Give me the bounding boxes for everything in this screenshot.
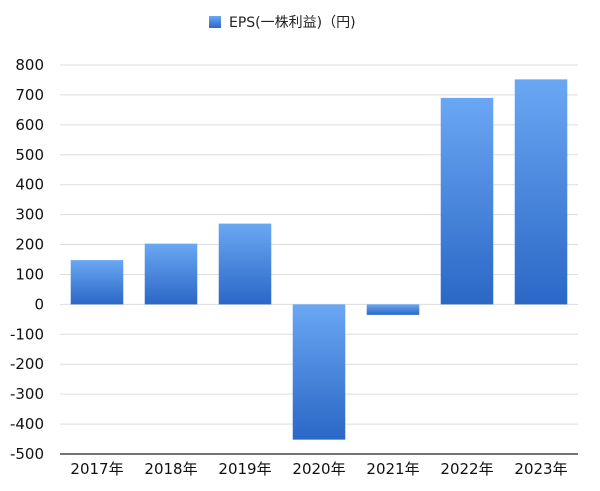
legend-label: EPS(一株利益)（円) [229,15,356,31]
bar-2018年 [144,243,198,305]
y-tick-label: -300 [10,385,44,403]
y-tick-label: 300 [15,206,44,224]
y-tick-label: 700 [15,86,44,104]
y-tick-label: -100 [10,325,44,343]
y-tick-label: 100 [15,265,44,283]
y-tick-label: 200 [15,236,44,254]
y-tick-label: 0 [34,295,44,313]
bar-2019年 [218,223,272,305]
bar-2021年 [366,304,420,315]
y-tick-label: 800 [15,56,44,74]
legend-swatch [209,16,221,28]
y-tick-label: 500 [15,146,44,164]
bar-2023年 [514,79,568,305]
y-tick-label: -200 [10,355,44,373]
legend: EPS(一株利益)（円) [209,15,356,31]
x-tick-label: 2017年 [70,460,123,478]
bar-2022年 [440,97,494,305]
x-tick-label: 2019年 [218,460,271,478]
x-tick-label: 2020年 [292,460,345,478]
x-tick-label: 2018年 [144,460,197,478]
y-tick-label: 600 [15,116,44,134]
y-tick-label: -500 [10,445,44,463]
x-tick-label: 2023年 [514,460,567,478]
bar-2020年 [292,304,346,440]
x-tick-label: 2022年 [440,460,493,478]
x-tick-label: 2021年 [366,460,419,478]
x-axis-ticks: 2017年 2018年 2019年 2020年 2021年 2022年 2023年 [70,460,567,478]
y-axis-ticks: 800 700 600 500 400 300 200 100 0 -100 -200 -300 -40… [10,56,44,463]
bar-2017年 [70,260,124,305]
y-tick-label: -400 [10,415,44,433]
bars [70,79,568,440]
y-tick-label: 400 [15,176,44,194]
